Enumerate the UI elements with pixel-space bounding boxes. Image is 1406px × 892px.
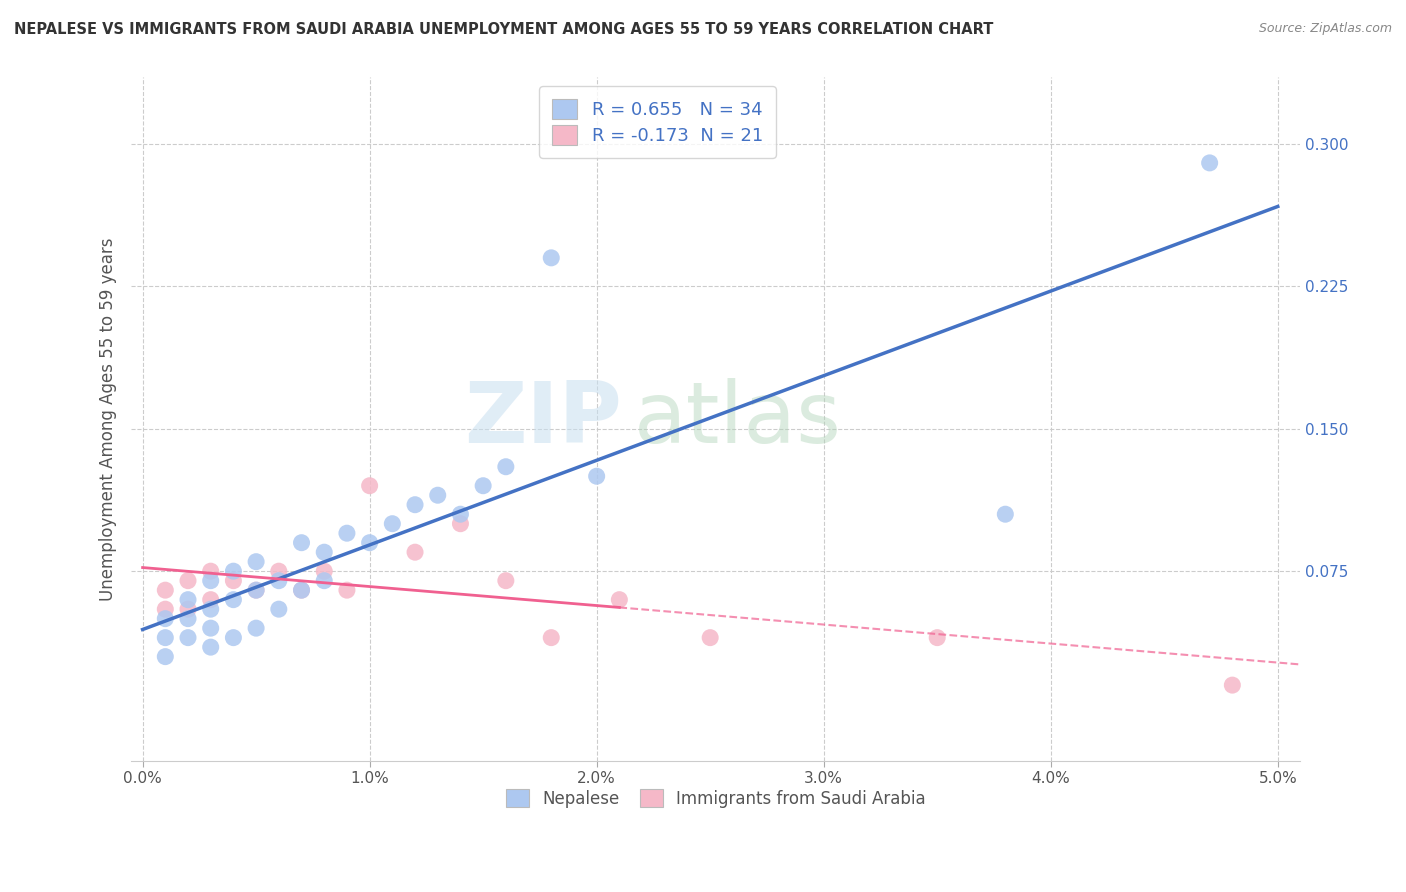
Point — [155, 583, 177, 598]
Point — [222, 564, 245, 578]
Y-axis label: Unemployment Among Ages 55 to 59 years: Unemployment Among Ages 55 to 59 years — [100, 237, 117, 601]
Point — [177, 574, 200, 588]
Point — [245, 555, 267, 569]
Point — [155, 649, 177, 664]
Point — [200, 564, 222, 578]
Legend: Nepalese, Immigrants from Saudi Arabia: Nepalese, Immigrants from Saudi Arabia — [499, 783, 932, 814]
Point — [495, 574, 517, 588]
Point — [404, 545, 426, 559]
Point — [609, 592, 631, 607]
Point — [314, 574, 336, 588]
Point — [540, 631, 562, 645]
Point — [699, 631, 721, 645]
Point — [449, 507, 471, 521]
Point — [336, 526, 359, 541]
Point — [290, 583, 312, 598]
Point — [495, 459, 517, 474]
Point — [314, 545, 336, 559]
Point — [267, 574, 290, 588]
Point — [222, 592, 245, 607]
Point — [426, 488, 449, 502]
Point — [472, 479, 495, 493]
Point — [927, 631, 949, 645]
Point — [222, 574, 245, 588]
Text: ZIP: ZIP — [464, 377, 623, 461]
Point — [200, 574, 222, 588]
Point — [200, 621, 222, 635]
Point — [155, 631, 177, 645]
Point — [267, 564, 290, 578]
Point — [200, 640, 222, 654]
Point — [177, 612, 200, 626]
Point — [585, 469, 607, 483]
Text: Source: ZipAtlas.com: Source: ZipAtlas.com — [1258, 22, 1392, 36]
Text: NEPALESE VS IMMIGRANTS FROM SAUDI ARABIA UNEMPLOYMENT AMONG AGES 55 TO 59 YEARS : NEPALESE VS IMMIGRANTS FROM SAUDI ARABIA… — [14, 22, 994, 37]
Point — [200, 592, 222, 607]
Point — [290, 535, 312, 549]
Point — [290, 583, 312, 598]
Point — [245, 583, 267, 598]
Point — [177, 602, 200, 616]
Point — [245, 621, 267, 635]
Point — [1220, 678, 1243, 692]
Text: atlas: atlas — [634, 377, 842, 461]
Point — [245, 583, 267, 598]
Point — [222, 631, 245, 645]
Point — [359, 479, 381, 493]
Point — [314, 564, 336, 578]
Point — [994, 507, 1017, 521]
Point — [200, 602, 222, 616]
Point — [381, 516, 404, 531]
Point — [449, 516, 471, 531]
Point — [267, 602, 290, 616]
Point — [155, 602, 177, 616]
Point — [540, 251, 562, 265]
Point — [177, 592, 200, 607]
Point — [336, 583, 359, 598]
Point — [404, 498, 426, 512]
Point — [359, 535, 381, 549]
Point — [177, 631, 200, 645]
Point — [155, 612, 177, 626]
Point — [1198, 156, 1220, 170]
